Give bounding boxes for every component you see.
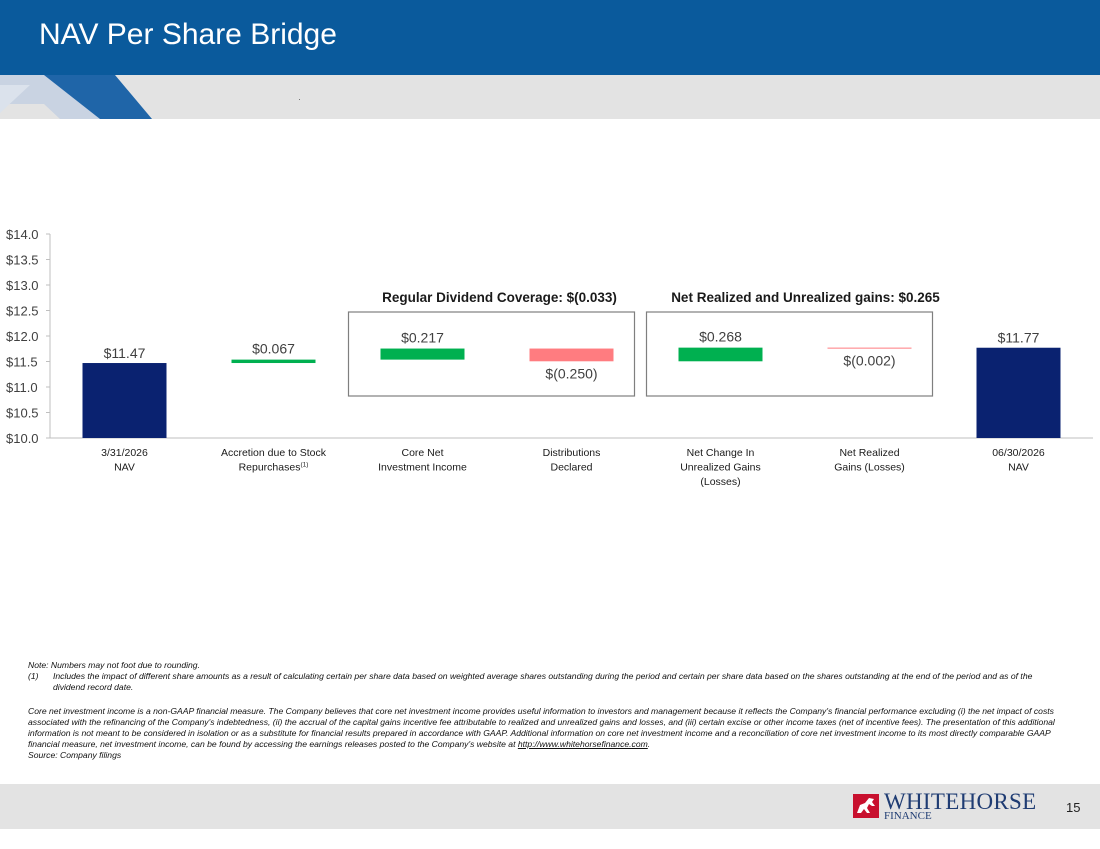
logo-subtitle: FINANCE <box>884 810 932 822</box>
data-label: $(0.250) <box>545 365 597 381</box>
category-label-line: 06/30/2026 <box>992 447 1045 459</box>
category-label: Accretion due to Stock Repurchases(1) <box>221 447 327 474</box>
group-box <box>645 311 934 397</box>
slide-header: NAV Per Share Bridge <box>0 0 1100 75</box>
category-label: Core Net Investment Income <box>378 447 467 474</box>
data-label: $(0.002) <box>843 353 895 369</box>
category-label-line: NAV <box>114 462 135 474</box>
category-label-line: Accretion due to Stock <box>221 447 327 459</box>
footnote-text: Includes the impact of different share a… <box>53 671 1033 693</box>
category-label-line: Unrealized Gains <box>680 462 761 474</box>
logo-wordmark: WHITEHORSE <box>884 789 1037 814</box>
footnote-marker: (1) <box>300 462 308 469</box>
data-label: $11.47 <box>104 345 146 361</box>
footnote-number: (1) <box>28 671 39 682</box>
decrease-bar <box>529 348 614 362</box>
data-label: $0.067 <box>252 341 295 357</box>
category-label: Distributions Declared <box>543 447 601 474</box>
category-label: 3/31/2026 NAV <box>101 447 148 474</box>
y-tick-label: $10.5 <box>6 406 39 421</box>
stray-dot <box>299 99 300 100</box>
category-label-line: Repurchases(1) <box>239 462 309 474</box>
non-gaap-text: Core net investment income is a non-GAAP… <box>28 705 1055 750</box>
footnotes: Note: Numbers may not foot due to roundi… <box>28 660 1063 762</box>
group-title: Net Realized and Unrealized gains: $0.26… <box>671 290 940 305</box>
increase-bar <box>231 359 316 364</box>
data-label: $0.217 <box>401 330 444 346</box>
y-tick-label: $11.5 <box>6 355 38 370</box>
category-label: Net Realized Gains (Losses) <box>834 447 905 474</box>
category-label-line: (Losses) <box>700 476 740 488</box>
category-label-line: Net Change In <box>687 447 755 459</box>
category-label: 06/30/2026 NAV <box>992 447 1045 474</box>
page-title: NAV Per Share Bridge <box>39 18 337 51</box>
website-end: . <box>647 739 651 750</box>
total-bar <box>82 363 167 438</box>
increase-bar <box>678 347 763 362</box>
group-box <box>347 311 636 397</box>
category-label-line: Net Realized <box>839 447 899 459</box>
page-number: 15 <box>1066 800 1081 815</box>
category-label-line: 3/31/2026 <box>101 447 148 459</box>
group-title: Regular Dividend Coverage: $(0.033) <box>382 290 617 305</box>
category-label-line: Distributions <box>543 447 601 459</box>
y-tick-label: $10.0 <box>6 431 39 446</box>
slide-footer <box>0 784 1100 829</box>
footnote-1: (1) Includes the impact of different sha… <box>28 671 1063 693</box>
category-label: Net Change In Unrealized Gains (Losses) <box>680 447 761 488</box>
category-label-line: Declared <box>550 462 592 474</box>
y-tick-label: $12.5 <box>6 304 39 319</box>
y-tick-label: $13.0 <box>6 278 39 293</box>
category-label-line: Core Net <box>401 447 443 459</box>
source-note: Source: Company filings <box>28 750 122 761</box>
y-tick-label: $11.0 <box>6 380 38 395</box>
category-label-line: Investment Income <box>378 462 467 474</box>
increase-bar <box>380 348 465 360</box>
rounding-note: Note: Numbers may not foot due to roundi… <box>28 660 200 670</box>
category-label-line: NAV <box>1008 462 1029 474</box>
y-tick-label: $13.5 <box>6 253 39 268</box>
total-bar <box>976 347 1061 438</box>
y-tick-label: $14.0 <box>6 227 39 242</box>
horse-icon <box>853 794 879 818</box>
header-accent-shape <box>0 75 152 119</box>
decrease-bar <box>827 347 912 349</box>
header-subbar <box>0 75 1100 119</box>
website-link[interactable]: http://www.whitehorsefinance.com <box>517 739 648 750</box>
data-label: $0.268 <box>699 329 742 345</box>
data-label: $11.77 <box>998 330 1040 346</box>
non-gaap-note: Core net investment income is a non-GAAP… <box>28 706 1063 751</box>
nav-bridge-chart: $10.0 $10.5 $11.0 $11.5 $12.0 $12.5 $13.0 $13.5… <box>6 227 1093 488</box>
category-label-line: Gains (Losses) <box>834 462 905 474</box>
y-tick-label: $12.0 <box>6 329 39 344</box>
